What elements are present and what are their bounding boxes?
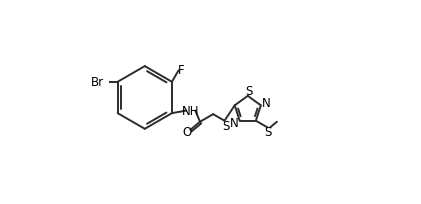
Text: S: S	[264, 125, 272, 138]
Text: N: N	[261, 97, 270, 110]
Text: S: S	[245, 85, 253, 98]
Text: S: S	[222, 119, 229, 132]
Text: NH: NH	[182, 105, 200, 118]
Text: N: N	[230, 116, 239, 129]
Text: O: O	[182, 126, 192, 139]
Text: F: F	[178, 64, 184, 76]
Text: Br: Br	[91, 76, 104, 89]
